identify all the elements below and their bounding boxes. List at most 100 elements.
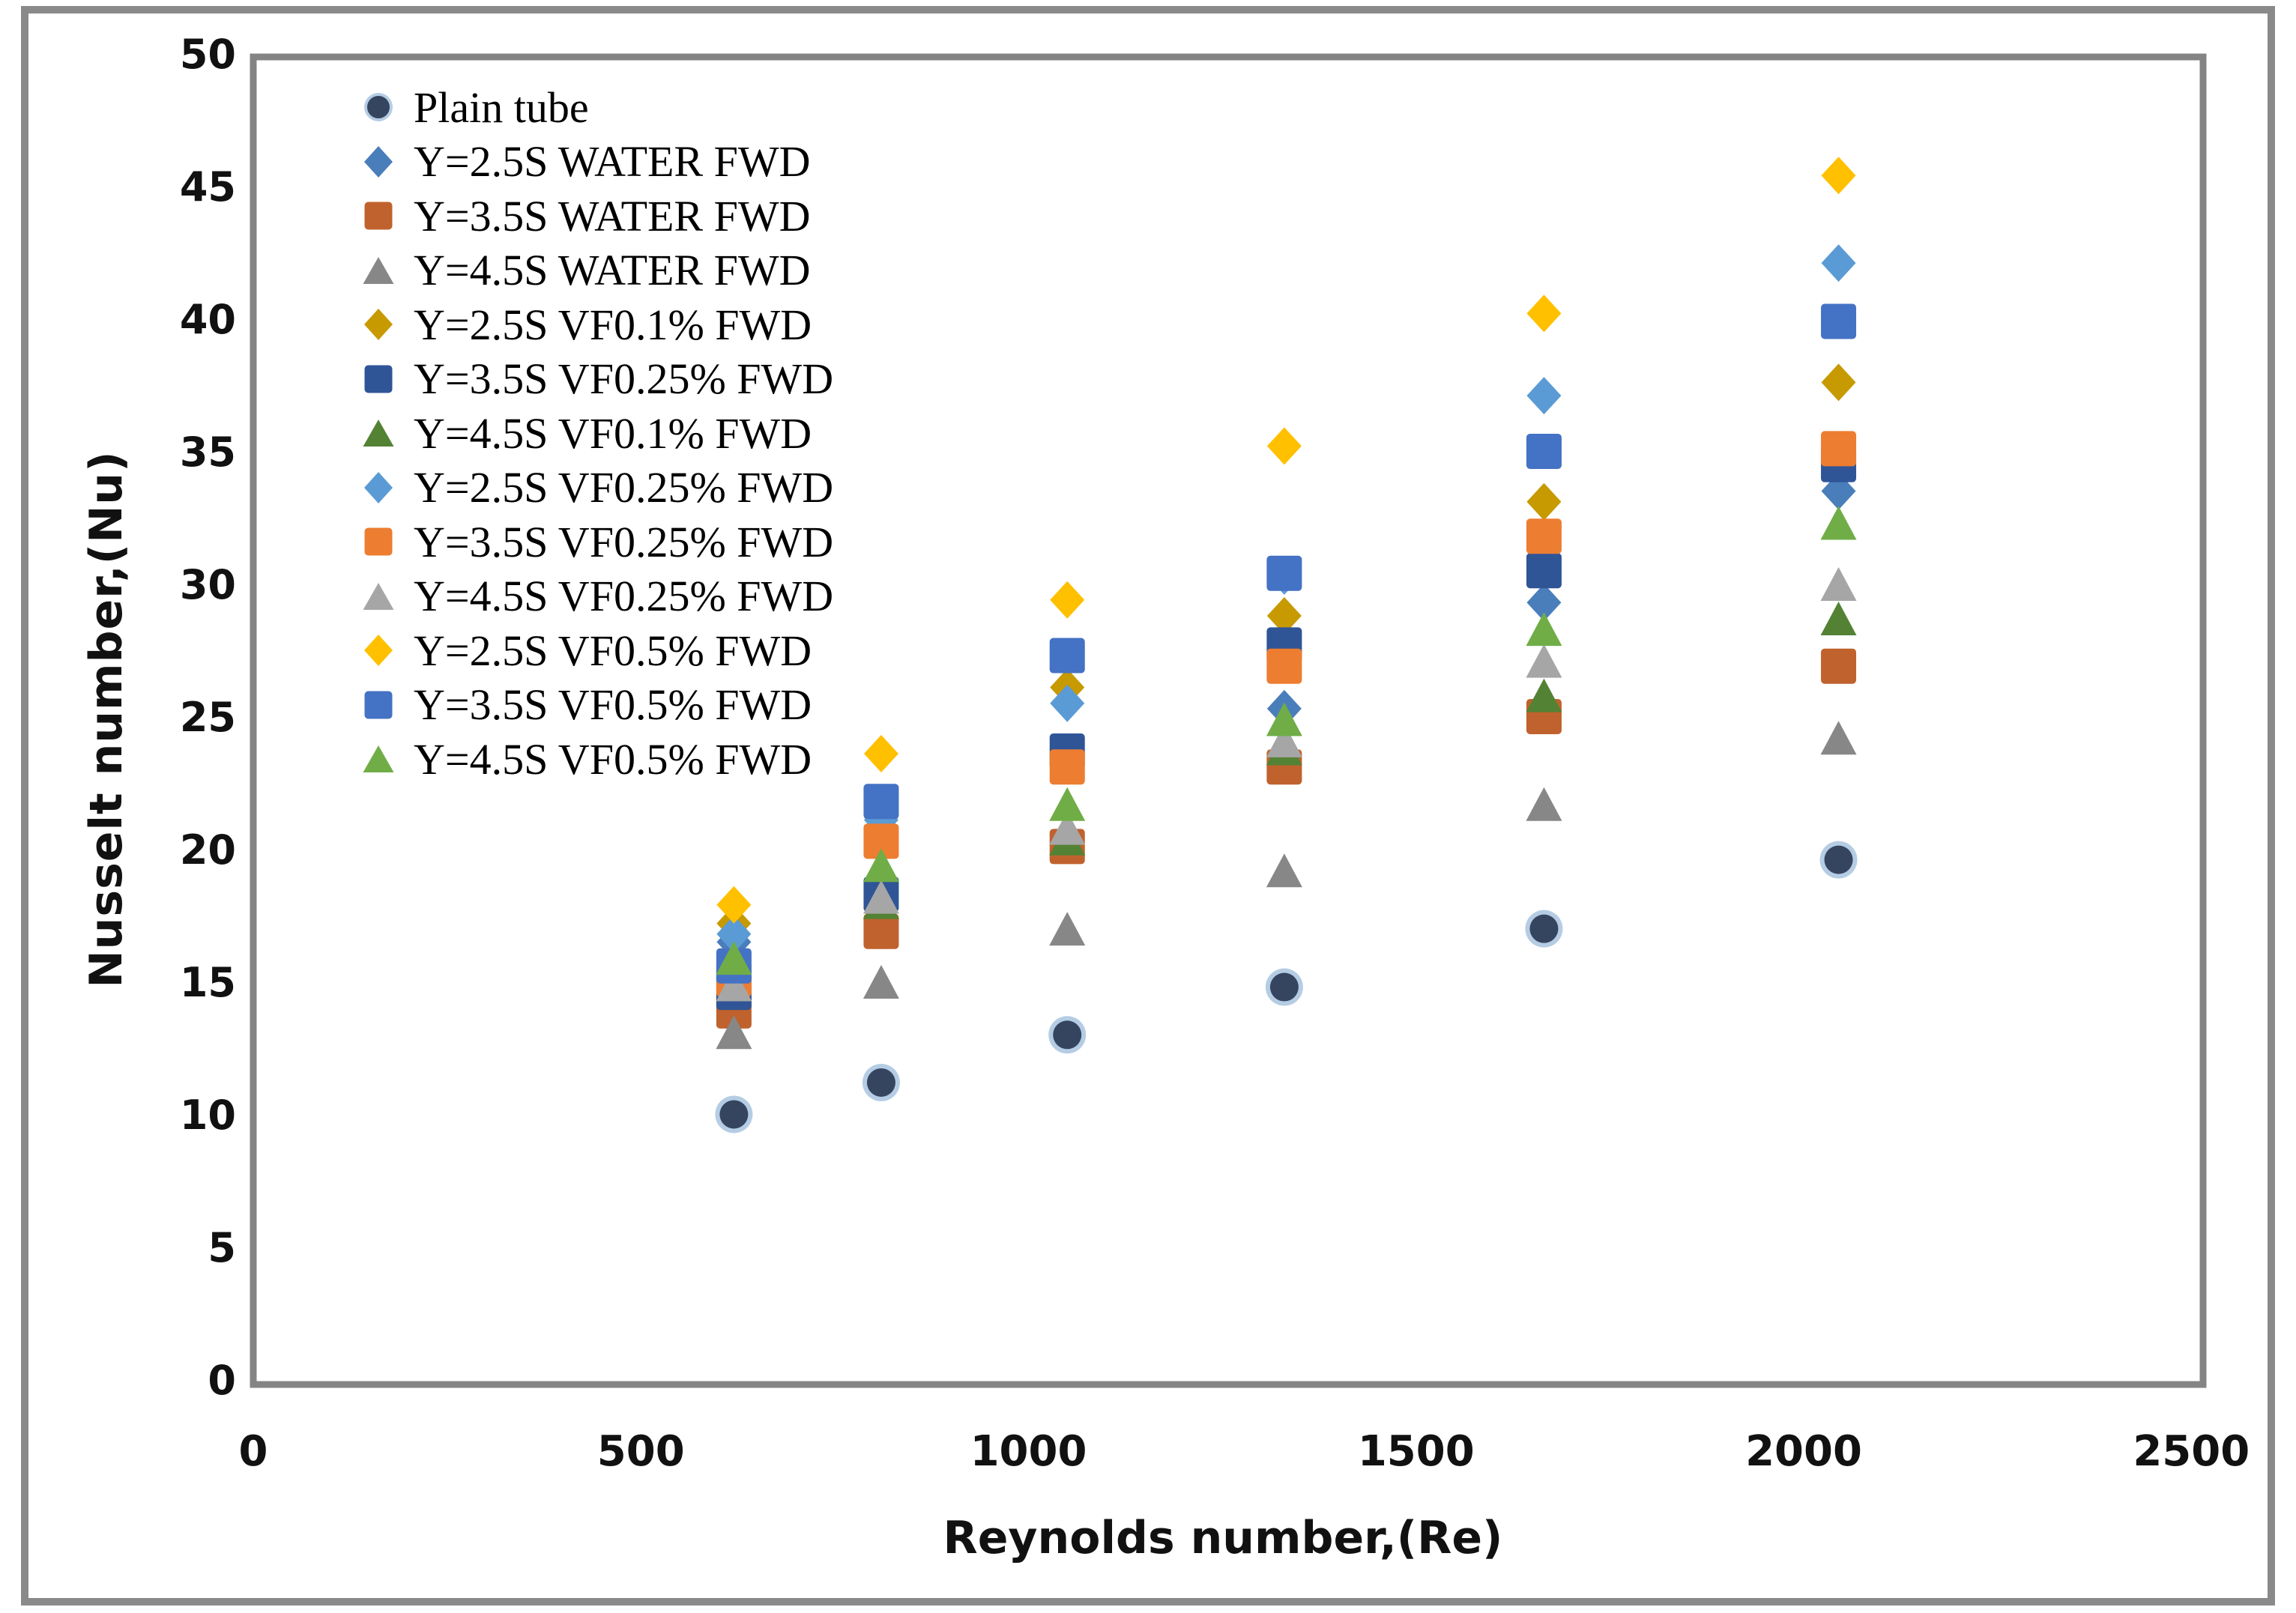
legend-label: Y=4.5S VF0.1% FWD (414, 408, 812, 458)
diamond-legend-icon (364, 635, 393, 667)
legend-item: Y=2.5S VF0.5% FWD (349, 623, 833, 678)
x-tick-label: 500 (596, 1427, 685, 1476)
square-marker (1049, 749, 1085, 785)
circle-legend-icon (364, 93, 393, 122)
legend-label: Y=4.5S VF0.5% FWD (414, 734, 812, 784)
triangle-marker (862, 848, 899, 883)
square-legend-icon (364, 691, 393, 719)
triangle-marker (862, 880, 899, 914)
y-tick-label: 5 (208, 1224, 236, 1271)
legend-item: Y=3.5S VF0.5% FWD (349, 678, 833, 733)
diamond-marker (364, 471, 393, 503)
diamond-marker (863, 735, 898, 773)
triangle-marker (1526, 612, 1562, 647)
diamond-marker (1526, 584, 1562, 622)
plain-tube-marker (1048, 1016, 1087, 1054)
triangle-marker (1820, 601, 1857, 635)
diamond-marker (1266, 596, 1302, 635)
diamond-marker (1821, 363, 1856, 402)
legend-label: Y=2.5S WATER FWD (414, 137, 811, 187)
y-tick-label: 45 (179, 163, 236, 211)
square-marker (1526, 433, 1562, 469)
legend-label: Y=2.5S VF0.25% FWD (414, 463, 834, 512)
diamond-marker (364, 145, 393, 178)
legend-label: Y=3.5S VF0.5% FWD (414, 680, 812, 730)
triangle-legend-icon (363, 256, 394, 284)
diamond-marker (1821, 157, 1856, 195)
diamond-marker (716, 886, 752, 924)
square-marker (863, 823, 899, 859)
triangle-marker (1526, 644, 1562, 678)
square-marker (1526, 553, 1562, 589)
diamond-marker (1526, 294, 1562, 333)
square-legend-icon (364, 365, 393, 393)
diamond-marker (1050, 581, 1085, 619)
diamond-marker (1266, 427, 1302, 465)
square-marker (1049, 638, 1085, 674)
y-tick-label: 30 (179, 561, 236, 608)
plain-tube-marker (1525, 910, 1563, 948)
legend-label: Plain tube (414, 82, 589, 132)
diamond-marker (364, 309, 393, 341)
y-tick-label: 15 (179, 959, 236, 1006)
legend-label: Y=4.5S WATER FWD (414, 246, 811, 295)
legend-item: Y=2.5S VF0.25% FWD (349, 461, 833, 515)
triangle-marker (363, 420, 394, 447)
x-tick-label: 2500 (2133, 1427, 2250, 1476)
square-marker (1821, 431, 1857, 467)
square-marker (364, 202, 393, 230)
diamond-marker (716, 915, 752, 953)
legend-label: Y=3.5S VF0.25% FWD (414, 517, 834, 566)
legend-item: Y=4.5S VF0.25% FWD (349, 569, 833, 624)
triangle-marker (1049, 912, 1086, 946)
triangle-marker (363, 582, 394, 610)
y-tick-label: 50 (179, 31, 236, 78)
square-legend-icon (364, 202, 393, 230)
plain-tube-marker (364, 93, 393, 122)
legend-item: Y=3.5S WATER FWD (349, 189, 833, 243)
triangle-marker (1266, 853, 1302, 888)
y-tick-label: 10 (179, 1092, 236, 1139)
x-tick-label: 2000 (1745, 1427, 1862, 1476)
legend-item: Y=3.5S VF0.25% FWD (349, 352, 833, 407)
legend-label: Y=2.5S VF0.1% FWD (414, 300, 812, 349)
y-axis-title: Nusselt number,(Nu) (80, 450, 133, 988)
square-marker (1266, 555, 1302, 591)
square-legend-icon (364, 527, 393, 556)
triangle-marker (1049, 811, 1086, 845)
legend-label: Y=2.5S VF0.5% FWD (414, 626, 812, 675)
x-tick-label: 1000 (970, 1427, 1087, 1476)
diamond-marker (1526, 377, 1562, 415)
square-marker (364, 365, 393, 393)
diamond-marker (1050, 684, 1085, 722)
plain-tube-marker (715, 1095, 753, 1134)
x-tick-label: 0 (238, 1427, 268, 1476)
square-marker (863, 784, 899, 820)
triangle-marker (716, 941, 752, 975)
legend-label: Y=3.5S VF0.25% FWD (414, 354, 834, 404)
triangle-legend-icon (363, 745, 394, 773)
diamond-marker (1526, 482, 1562, 521)
y-tick-label: 20 (179, 826, 236, 874)
legend-item: Y=3.5S VF0.25% FWD (349, 515, 833, 569)
triangle-marker (363, 745, 394, 773)
diamond-legend-icon (364, 309, 393, 341)
triangle-marker (1820, 506, 1857, 540)
triangle-marker (1266, 702, 1302, 736)
legend-item: Y=4.5S WATER FWD (349, 243, 833, 298)
legend-item: Y=2.5S WATER FWD (349, 135, 833, 190)
plain-tube-marker (1265, 968, 1303, 1006)
triangle-legend-icon (363, 420, 394, 447)
triangle-marker (1049, 787, 1086, 821)
x-axis-title: Reynolds number,(Re) (943, 1512, 1503, 1564)
diamond-legend-icon (364, 145, 393, 178)
square-marker (1821, 648, 1857, 684)
triangle-marker (1820, 721, 1857, 755)
y-tick-label: 40 (179, 296, 236, 343)
legend-item: Y=2.5S VF0.1% FWD (349, 297, 833, 352)
legend-item: Y=4.5S VF0.5% FWD (349, 732, 833, 787)
triangle-marker (716, 967, 752, 1002)
square-marker (1526, 518, 1562, 554)
